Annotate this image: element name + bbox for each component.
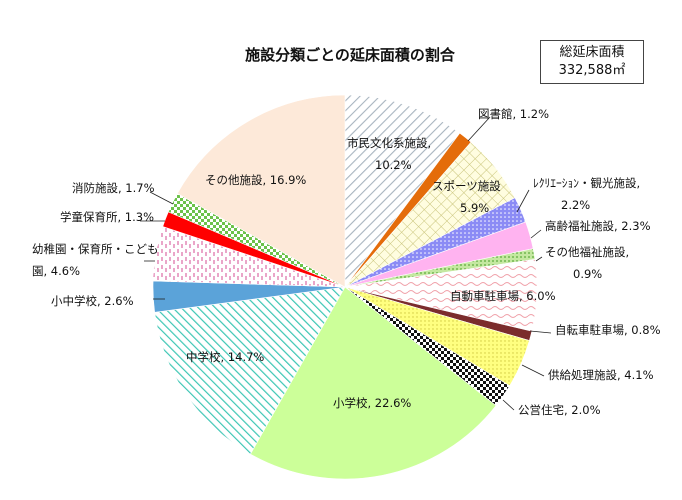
leader-line-9 [521, 364, 545, 377]
slice-label-2: 図書館, 1.2% [478, 107, 549, 121]
leader-line-6 [535, 256, 543, 262]
total-area-label: 総延床面積 [559, 45, 625, 60]
slice-label-5: 高齢福祉施設, 2.3% [545, 219, 651, 233]
leader-line-8 [529, 330, 552, 334]
slice-label-14: 幼稚園・保育所・こども園, 4.6% [32, 242, 159, 278]
slice-label-1: 市民文化系施設, 10.2% [347, 136, 431, 172]
leader-line-2 [467, 116, 491, 142]
leader-line-4 [516, 189, 530, 213]
slice-label-11: 小学校, 22.6% [333, 396, 411, 410]
slice-label-15: 学童保育所, 1.3% [60, 210, 154, 224]
pie-slice-11 [249, 286, 497, 480]
slice-label-3: スポーツ施設 5.9% [432, 179, 501, 215]
pie-slice-12 [154, 286, 346, 455]
slice-label-13: 小中学校, 2.6% [51, 294, 134, 308]
slice-label-12: 中学校, 14.7% [186, 350, 264, 364]
total-area-value: 332,588㎡ [558, 63, 626, 78]
leader-line-10 [502, 399, 515, 411]
slice-label-4: ﾚｸﾘｴｰｼｮﾝ・観光施設, 2.2% [533, 176, 640, 212]
slice-label-8: 自転車駐車場, 0.8% [555, 323, 661, 337]
slice-label-6: その他福祉施設, 0.9% [545, 245, 629, 281]
slice-label-17: その他施設, 16.9% [205, 173, 306, 187]
chart-title: 施設分類ごとの延床面積の割合 [245, 46, 455, 64]
slice-label-16: 消防施設, 1.7% [72, 181, 155, 195]
leader-line-16 [149, 191, 174, 205]
pie-slice-1 [344, 94, 461, 288]
total-area-box: 総延床面積 332,588㎡ [540, 40, 644, 84]
slice-label-7: 自動車駐車場, 6.0% [450, 289, 556, 303]
leader-line-5 [530, 229, 542, 239]
pie-slice-17 [176, 94, 346, 288]
slice-label-9: 供給処理施設, 4.1% [548, 368, 654, 382]
slice-label-10: 公営住宅, 2.0% [518, 403, 601, 417]
